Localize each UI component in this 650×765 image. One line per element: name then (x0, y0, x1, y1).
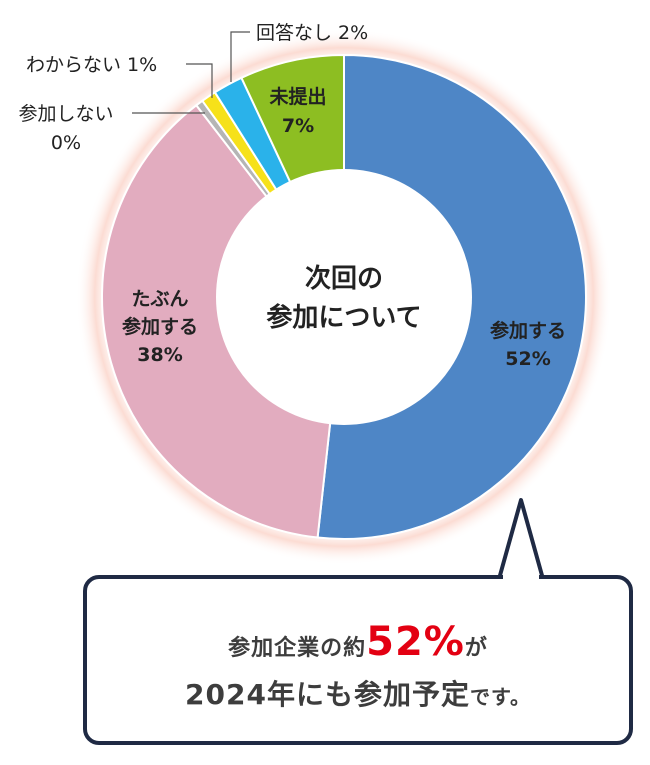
callout-tail (497, 498, 545, 581)
callout-line1-post: が (464, 636, 488, 661)
leader-line-wakaranai (186, 63, 213, 98)
callout-highlight: 52% (366, 619, 465, 665)
slice-label-kaitou-nashi: 回答なし 2% (256, 22, 368, 44)
slice-label-sankashinai: 参加しない (18, 103, 113, 125)
callout-line2-main: 2024年にも参加予定 (185, 678, 470, 711)
slice-label-tabun-2: 参加する (122, 315, 198, 338)
slice-value-tabun: 38% (137, 344, 182, 366)
slice-label-wakaranai: わからない 1% (26, 54, 157, 76)
callout-box: 参加企業の約52%が 2024年にも参加予定です。 (83, 575, 633, 745)
slice-value-sankasuru: 52% (505, 348, 550, 370)
callout-line1: 参加企業の約52%が (87, 619, 629, 665)
donut-hole (216, 169, 472, 425)
chart-title-line2: 参加について (266, 302, 421, 333)
slice-label-tabun-1: たぶん (131, 288, 188, 310)
slice-label-sankasuru: 参加する (490, 319, 566, 342)
leader-line-kaitou-nashi (230, 31, 250, 82)
callout-line1-pre: 参加企業の約 (228, 636, 367, 661)
slice-value-sankashinai: 0% (51, 132, 81, 154)
callout-line2: 2024年にも参加予定です。 (87, 673, 629, 713)
callout-line2-small: です。 (469, 685, 531, 709)
slice-value-miteishutsu: 7% (282, 115, 314, 137)
slice-label-miteishutsu: 未提出 (268, 85, 326, 108)
chart-title-line1: 次回の (305, 264, 383, 294)
callout-text: 参加企業の約52%が 2024年にも参加予定です。 (87, 619, 629, 713)
